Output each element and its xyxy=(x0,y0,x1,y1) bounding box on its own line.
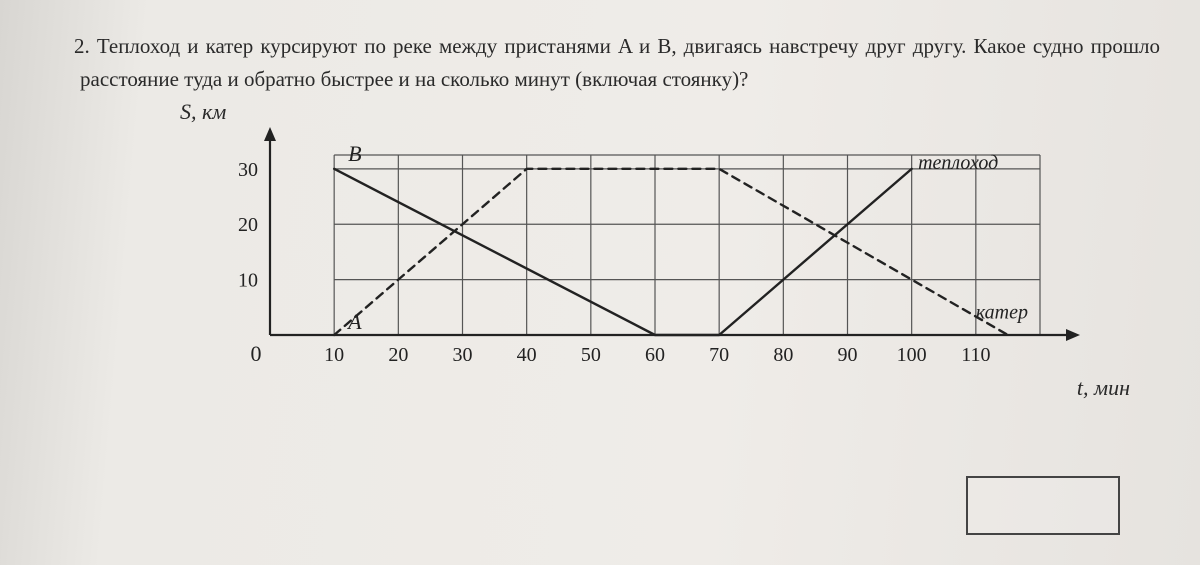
svg-text:20: 20 xyxy=(388,344,408,366)
problem-text: 2. Теплоход и катер курсируют по реке ме… xyxy=(60,30,1160,95)
answer-box xyxy=(966,476,1120,535)
svg-text:100: 100 xyxy=(897,344,927,366)
svg-text:B: B xyxy=(348,141,361,166)
svg-text:40: 40 xyxy=(517,344,537,366)
problem-body: Теплоход и катер курсируют по реке между… xyxy=(80,34,1160,91)
chart: S, км 102030405060708090100110102030BA0т… xyxy=(160,105,1140,435)
x-axis-label: t, мин xyxy=(1077,375,1130,401)
problem-number: 2. xyxy=(74,34,90,58)
svg-text:30: 30 xyxy=(238,159,258,181)
svg-text:80: 80 xyxy=(773,344,793,366)
svg-text:30: 30 xyxy=(453,344,473,366)
svg-text:50: 50 xyxy=(581,344,601,366)
y-axis-label: S, км xyxy=(180,99,226,125)
svg-text:60: 60 xyxy=(645,344,665,366)
svg-text:90: 90 xyxy=(838,344,858,366)
svg-text:10: 10 xyxy=(324,344,344,366)
chart-svg: 102030405060708090100110102030BA0теплохо… xyxy=(160,105,1120,405)
page: 2. Теплоход и катер курсируют по реке ме… xyxy=(0,0,1200,565)
svg-text:110: 110 xyxy=(961,344,990,366)
svg-text:10: 10 xyxy=(238,270,258,292)
svg-text:20: 20 xyxy=(238,214,258,236)
svg-text:катер: катер xyxy=(976,301,1028,323)
svg-text:70: 70 xyxy=(709,344,729,366)
svg-text:теплоход: теплоход xyxy=(918,152,998,174)
svg-text:0: 0 xyxy=(251,341,262,366)
